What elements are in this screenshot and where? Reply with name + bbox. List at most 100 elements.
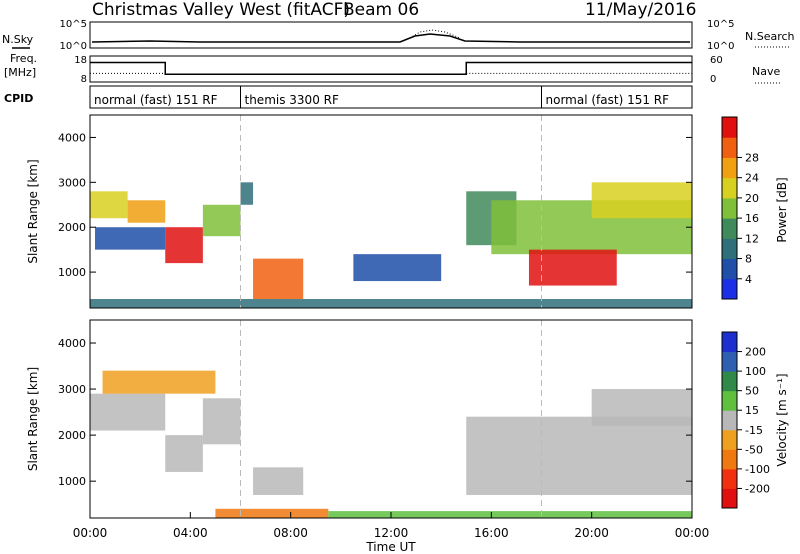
scatter-region [202,204,241,237]
scatter-region [90,191,128,219]
y-tick-label: 3000 [58,176,86,189]
x-tick-label: 12:00 [374,526,409,540]
colorbar-swatch [722,137,737,158]
cpid-label: CPID [4,92,33,105]
colorbar-tick-label: 15 [745,404,759,417]
colorbar-tick-label: 8 [745,253,752,266]
colorbar-swatch [722,278,737,300]
colorbar-swatch [722,390,737,411]
colorbar-tick-label: -15 [745,424,763,437]
scatter-region [466,416,692,495]
y-tick-label: 4000 [58,337,86,350]
scatter-region [253,467,304,495]
cpid-strip-frame [89,85,693,109]
scatter-region [90,393,166,431]
colorbar-swatch [722,371,737,392]
colorbar-tick-label: 24 [745,172,759,185]
scatter-region [95,227,166,250]
noise-search-series [409,29,461,39]
x-tick-label: 00:00 [73,526,108,540]
colorbar-tick-label: 16 [745,212,759,225]
x-tick-label: 04:00 [173,526,208,540]
colorbar-title: Velocity [m s⁻¹] [775,373,789,466]
date-title: 11/May/2016 [585,0,697,20]
y-tick-label: 4000 [58,131,86,144]
cpid-segment-label: normal (fast) 151 RF [94,93,218,107]
colorbar-tick-label: -200 [745,482,770,495]
colorbar-tick-label: -50 [745,443,763,456]
x-axis-label: Time UT [365,540,416,554]
colorbar-title: Power [dB] [775,177,789,242]
panel-frame [89,114,693,309]
freq-label-2: [MHz] [4,66,36,79]
x-tick-label: 20:00 [574,526,609,540]
scatter-region [591,182,692,219]
freq-tick-bottom: 8 [81,74,87,85]
colorbar-swatch [722,449,737,470]
scatter-region [165,435,203,472]
noise-tick-left-top: 10^5 [60,19,87,30]
nave-label: Nave [752,65,780,78]
noise-tick-right-top: 10^5 [707,19,734,30]
x-tick-label: 08:00 [273,526,308,540]
colorbar-swatch [722,468,737,489]
nave-tick-top: 60 [710,55,723,66]
y-tick-label: 3000 [58,383,86,396]
scatter-region [591,389,692,426]
scatter-region [328,511,692,518]
colorbar-tick-label: 12 [745,232,759,245]
x-tick-label: 16:00 [474,526,509,540]
colorbar-swatch [722,258,737,280]
freq-strip-frame [89,55,693,83]
colorbar-swatch [722,410,737,431]
colorbar-tick-label: 50 [745,385,759,398]
nsearch-label: N.Search [745,30,795,43]
colorbar-frame [721,331,738,509]
scatter-region [90,299,692,308]
colorbar-tick-label: -100 [745,463,770,476]
beam-title: Beam 06 [343,0,419,20]
y-tick-label: 2000 [58,429,86,442]
cpid-segment-label: normal (fast) 151 RF [546,93,670,107]
colorbar-swatch [722,177,737,199]
colorbar-swatch [722,197,737,219]
colorbar-tick-label: 28 [745,151,759,164]
colorbar-swatch [722,117,737,138]
colorbar-tick-label: 20 [745,192,759,205]
colorbar-swatch [722,488,737,509]
scatter-region [202,398,241,445]
colorbar-swatch [722,238,737,260]
colorbar-swatch [722,332,737,353]
velocity-colorbar: -200 -100 -50 -15 15 50 100 200 Velocity [m s⁻¹] [721,331,789,509]
y-tick-label: 2000 [58,221,86,234]
colorbar-tick-label: 100 [745,365,766,378]
noise-tick-right-bottom: 10^0 [707,41,734,52]
colorbar-frame [721,116,738,300]
colorbar-tick-label: 4 [745,273,752,286]
colorbar-swatch [722,351,737,372]
scatter-region [353,254,442,282]
colorbar-swatch [722,157,737,179]
cpid-segment-label: themis 3300 RF [245,93,339,107]
nave-tick-bottom: 0 [710,74,716,85]
scatter-region [215,508,329,518]
cpid-segments: normal (fast) 151 RF themis 3300 RF normal… [94,86,669,108]
nsky-label: N.Sky [2,33,34,46]
colorbar-tick-label: 200 [745,346,766,359]
scatter-region [528,249,617,286]
freq-label-1: Freq. [10,52,37,65]
colorbar-swatch [722,218,737,239]
y-axis-label: Slant Range [km] [26,159,40,263]
scatter-region [102,370,216,394]
noise-sky-series [91,33,690,43]
freq-tick-top: 18 [74,55,87,66]
power-panel: 1000 2000 3000 4000 Slant Range [km] [26,114,693,309]
scatter-region [253,258,304,300]
y-axis-label: Slant Range [km] [26,367,40,471]
noise-strip-frame [89,21,693,49]
freq-series [90,61,692,75]
scatter-region [165,227,203,264]
colorbar-swatch [722,429,737,450]
velocity-panel: 1000 2000 3000 4000 Slant Range [km] [26,319,693,519]
